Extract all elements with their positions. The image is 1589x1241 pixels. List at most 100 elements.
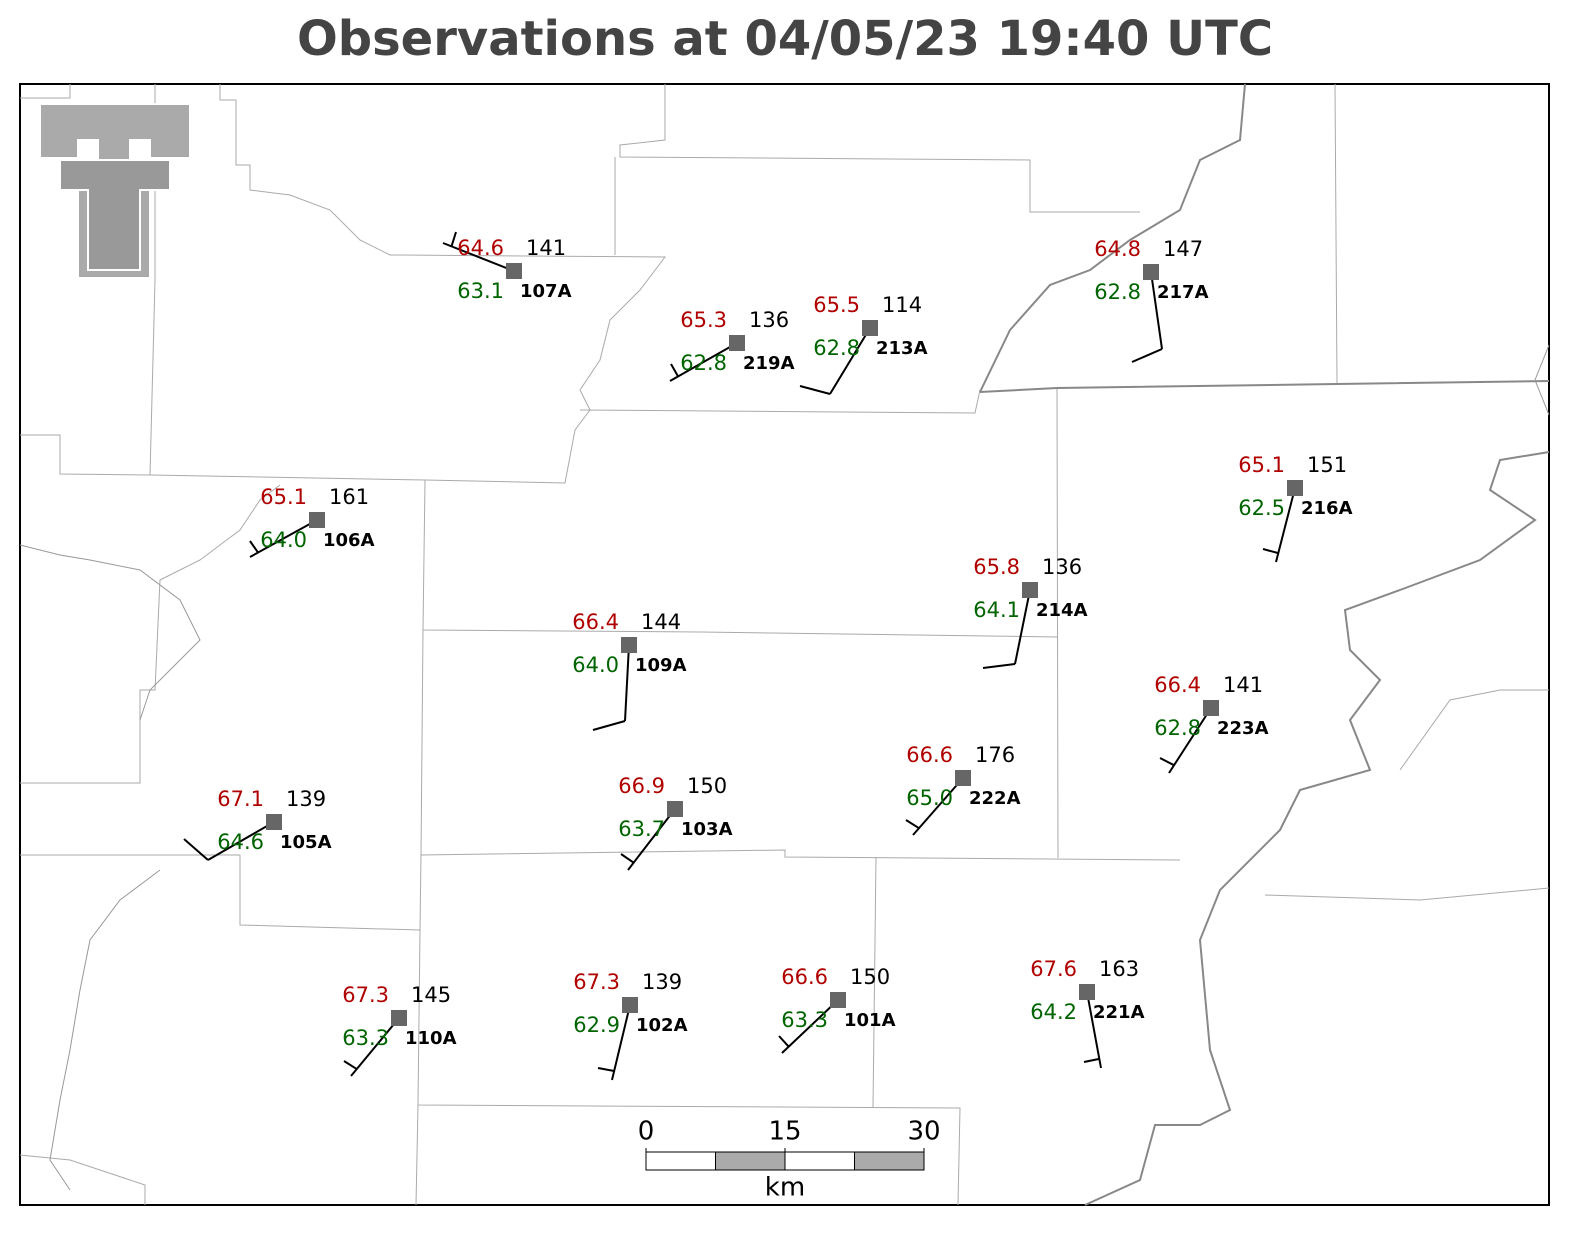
station-plot: 65.8 136 64.1 214A	[973, 555, 1088, 669]
station-id: 106A	[323, 530, 375, 551]
station-id: 107A	[520, 281, 572, 302]
station-id: 221A	[1093, 1002, 1145, 1023]
pressure: 114	[882, 293, 922, 317]
station-plot: 65.1 151 62.5 216A	[1238, 453, 1353, 563]
station-id: 219A	[743, 353, 795, 374]
station-plot: 65.3 136 62.8 219A	[669, 308, 795, 382]
temperature: 67.3	[573, 970, 620, 994]
dewpoint: 64.0	[572, 653, 619, 677]
boundaries	[19, 83, 1550, 1206]
wind-barb	[442, 242, 515, 272]
station-id: 105A	[280, 832, 332, 853]
scale-segment	[715, 1151, 786, 1171]
pressure: 176	[975, 743, 1015, 767]
temperature: 66.4	[1154, 673, 1201, 697]
scale-segment	[645, 1151, 716, 1171]
station-id: 222A	[969, 788, 1021, 809]
station-marker	[729, 335, 745, 351]
station-marker	[621, 637, 637, 653]
station-id: 217A	[1157, 282, 1209, 303]
scale-tick-label: 15	[768, 1117, 801, 1147]
wind-barb	[829, 327, 871, 395]
temperature: 66.4	[572, 610, 619, 634]
station-plot: 64.6 141 63.1 107A	[442, 231, 572, 303]
temperature: 65.1	[1238, 453, 1285, 477]
station-plot: 67.3 145 63.3 110A	[342, 983, 457, 1077]
wind-barb	[669, 342, 738, 382]
dewpoint: 64.1	[973, 598, 1020, 622]
station-id: 103A	[681, 819, 733, 840]
wind-barb-tick	[670, 363, 679, 377]
pressure: 151	[1307, 453, 1347, 477]
wind-barb-tick	[597, 1067, 615, 1072]
wind-barb	[912, 777, 964, 836]
scale-segment	[784, 1151, 855, 1171]
wind-barb	[249, 519, 318, 558]
temperature: 65.1	[260, 485, 307, 509]
dewpoint: 62.8	[1154, 716, 1201, 740]
dewpoint: 64.6	[217, 830, 264, 854]
scale-unit: km	[765, 1173, 805, 1203]
wind-barb	[781, 999, 839, 1054]
station-plot: 67.6 163 64.2 221A	[1030, 957, 1145, 1069]
pressure: 161	[329, 485, 369, 509]
station-id: 110A	[405, 1028, 457, 1049]
temperature: 65.3	[680, 308, 727, 332]
pressure: 145	[411, 983, 451, 1007]
wind-barb-tick	[982, 663, 1016, 669]
dewpoint: 65.0	[906, 786, 953, 810]
station-marker	[1079, 984, 1095, 1000]
wind-barb	[624, 644, 630, 722]
pressure: 150	[687, 774, 727, 798]
wind-barb-tick	[905, 819, 920, 830]
dewpoint: 63.1	[457, 279, 504, 303]
wind-barb-tick	[1159, 757, 1175, 767]
station-plot: 66.6 150 63.3 101A	[778, 965, 896, 1054]
dewpoint: 63.3	[342, 1026, 389, 1050]
wind-barb	[627, 808, 676, 871]
wind-barb-tick	[183, 838, 209, 861]
station-plots: 64.6 141 63.1 107A 65.3 136 62.8 219A 65.5 114 62.…	[183, 231, 1353, 1081]
station-id: 216A	[1301, 498, 1353, 519]
temperature: 65.5	[813, 293, 860, 317]
station-id: 213A	[876, 338, 928, 359]
station-plot: 65.5 114 62.8 213A	[799, 293, 928, 395]
wind-barb	[1168, 707, 1212, 774]
station-marker	[955, 770, 971, 786]
wind-barb	[1086, 991, 1102, 1069]
pressure: 139	[286, 787, 326, 811]
station-plot: 64.8 147 62.8 217A	[1094, 237, 1209, 363]
pressure: 141	[526, 236, 566, 260]
dewpoint: 64.2	[1030, 1000, 1077, 1024]
station-plot: 66.4 144 64.0 109A	[572, 610, 687, 731]
station-id: 101A	[844, 1010, 896, 1031]
wind-barb	[1150, 271, 1163, 350]
station-marker	[862, 320, 878, 336]
pressure: 136	[1042, 555, 1082, 579]
wind-barb-tick	[778, 1035, 790, 1048]
station-marker	[506, 263, 522, 279]
dewpoint: 62.8	[1094, 280, 1141, 304]
wind-barb-tick	[1131, 348, 1163, 363]
pressure: 147	[1163, 237, 1203, 261]
wind-barb	[207, 821, 275, 861]
wind-barb-tick	[592, 720, 626, 731]
university-logo	[39, 103, 191, 279]
station-marker	[1022, 582, 1038, 598]
map-frame	[19, 83, 1550, 1206]
pressure: 144	[641, 610, 681, 634]
scale-tick-label: 0	[638, 1117, 655, 1147]
wind-barb-tick	[343, 1060, 358, 1070]
station-plot: 66.6 176 65.0 222A	[905, 743, 1021, 836]
wind-barb-tick	[620, 853, 635, 864]
wind-barb-tick	[1083, 1057, 1100, 1063]
temperature: 65.8	[973, 555, 1020, 579]
scale-tick-label: 30	[907, 1117, 940, 1147]
station-marker	[1143, 264, 1159, 280]
wind-barb	[350, 1017, 400, 1077]
dewpoint: 62.8	[680, 351, 727, 375]
station-plot: 67.3 139 62.9 102A	[573, 970, 688, 1081]
dewpoint: 63.3	[781, 1008, 828, 1032]
station-marker	[830, 992, 846, 1008]
